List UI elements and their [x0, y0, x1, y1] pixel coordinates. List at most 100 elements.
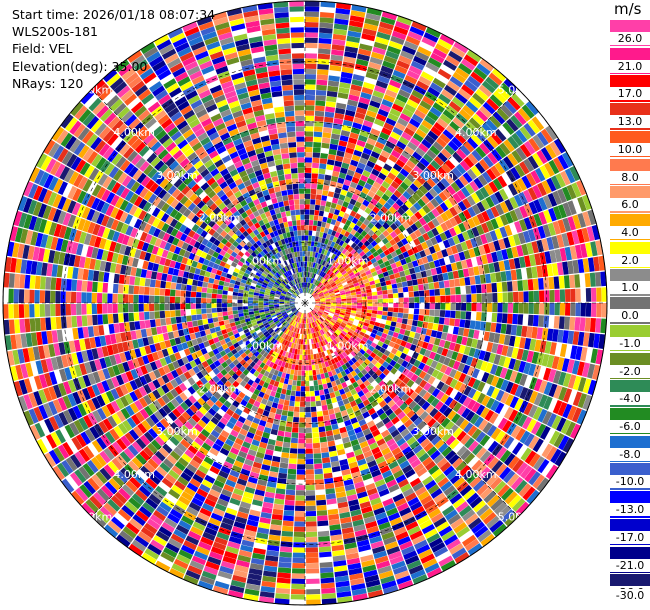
range-gate	[318, 363, 323, 369]
range-gate	[382, 311, 388, 316]
range-gate	[187, 445, 198, 455]
range-gate	[92, 270, 100, 282]
range-gate	[354, 271, 361, 277]
range-gate	[404, 243, 412, 251]
range-gate	[190, 303, 196, 309]
range-gate	[365, 270, 372, 276]
range-gate	[283, 436, 291, 443]
range-gate	[314, 298, 320, 301]
range-gate	[416, 244, 424, 252]
range-gate	[353, 524, 366, 532]
range-gate	[344, 196, 352, 203]
range-gate	[488, 181, 499, 193]
range-gate	[341, 522, 353, 529]
range-gate	[485, 362, 493, 374]
range-gate	[582, 211, 592, 227]
range-gate	[396, 282, 403, 288]
range-gate	[232, 380, 240, 388]
range-gate	[390, 429, 400, 438]
range-gate	[164, 296, 170, 303]
range-gate	[449, 378, 458, 389]
range-gate	[313, 257, 317, 263]
range-gate	[363, 333, 370, 340]
range-gate	[311, 343, 315, 349]
range-gate	[422, 181, 433, 191]
range-gate	[311, 316, 315, 322]
range-gate	[432, 323, 439, 331]
range-gate	[143, 303, 149, 312]
range-gate	[455, 501, 469, 513]
range-gate	[318, 384, 324, 391]
range-gate	[490, 218, 499, 230]
range-gate	[341, 303, 347, 305]
range-gate	[305, 495, 316, 501]
range-gate	[264, 294, 270, 298]
range-gate	[308, 333, 311, 339]
range-gate	[320, 329, 325, 335]
range-gate	[381, 429, 390, 438]
range-gate	[392, 163, 403, 172]
range-gate	[381, 267, 388, 273]
range-gate	[271, 423, 279, 431]
range-gate	[481, 210, 490, 222]
range-gate	[189, 478, 201, 488]
range-gate	[484, 184, 494, 196]
range-gate	[23, 394, 33, 410]
range-gate	[266, 400, 273, 407]
range-gate	[440, 461, 452, 473]
range-gate	[44, 452, 57, 468]
range-gate	[284, 306, 290, 309]
range-gate	[290, 306, 296, 310]
range-gate	[467, 366, 475, 377]
range-gate	[204, 382, 213, 390]
range-gate	[369, 56, 383, 65]
range-gate	[251, 405, 259, 413]
range-gate	[227, 299, 233, 303]
range-gate	[442, 239, 451, 249]
range-gate	[326, 382, 333, 389]
range-gate	[311, 416, 318, 423]
range-gate	[334, 13, 350, 20]
range-gate	[352, 381, 359, 389]
range-gate	[318, 352, 323, 359]
range-gate	[214, 326, 221, 332]
range-gate	[418, 226, 427, 235]
range-gate	[274, 327, 280, 333]
range-gate	[360, 174, 369, 183]
range-gate	[305, 131, 314, 137]
range-gate	[592, 364, 601, 380]
range-gate	[317, 311, 323, 315]
range-gate	[172, 330, 180, 338]
range-gate	[69, 366, 78, 379]
range-gate	[376, 408, 385, 417]
range-gate	[174, 480, 186, 491]
range-gate	[349, 400, 357, 408]
range-gate	[310, 396, 316, 402]
range-gate	[423, 315, 430, 322]
range-gate	[208, 350, 215, 358]
range-gate	[311, 267, 315, 273]
range-gate	[181, 411, 191, 421]
range-gate	[187, 386, 196, 395]
range-gate	[168, 488, 181, 500]
range-gate	[345, 489, 357, 497]
range-gate	[324, 326, 330, 332]
range-gate	[305, 448, 313, 454]
range-gate	[408, 291, 414, 298]
range-gate	[348, 94, 360, 102]
range-gate	[324, 174, 332, 181]
range-gate	[252, 461, 262, 469]
range-gate	[336, 250, 342, 257]
range-gate	[426, 230, 435, 239]
range-gate	[285, 317, 291, 322]
range-gate	[43, 387, 53, 402]
range-gate	[317, 282, 322, 287]
range-gate	[344, 419, 352, 427]
range-gate	[512, 442, 524, 455]
range-gate	[480, 407, 490, 419]
range-gate	[452, 235, 461, 245]
range-gate	[321, 221, 327, 228]
range-gate	[318, 291, 323, 296]
range-gate	[316, 74, 328, 81]
range-gate	[245, 320, 252, 326]
